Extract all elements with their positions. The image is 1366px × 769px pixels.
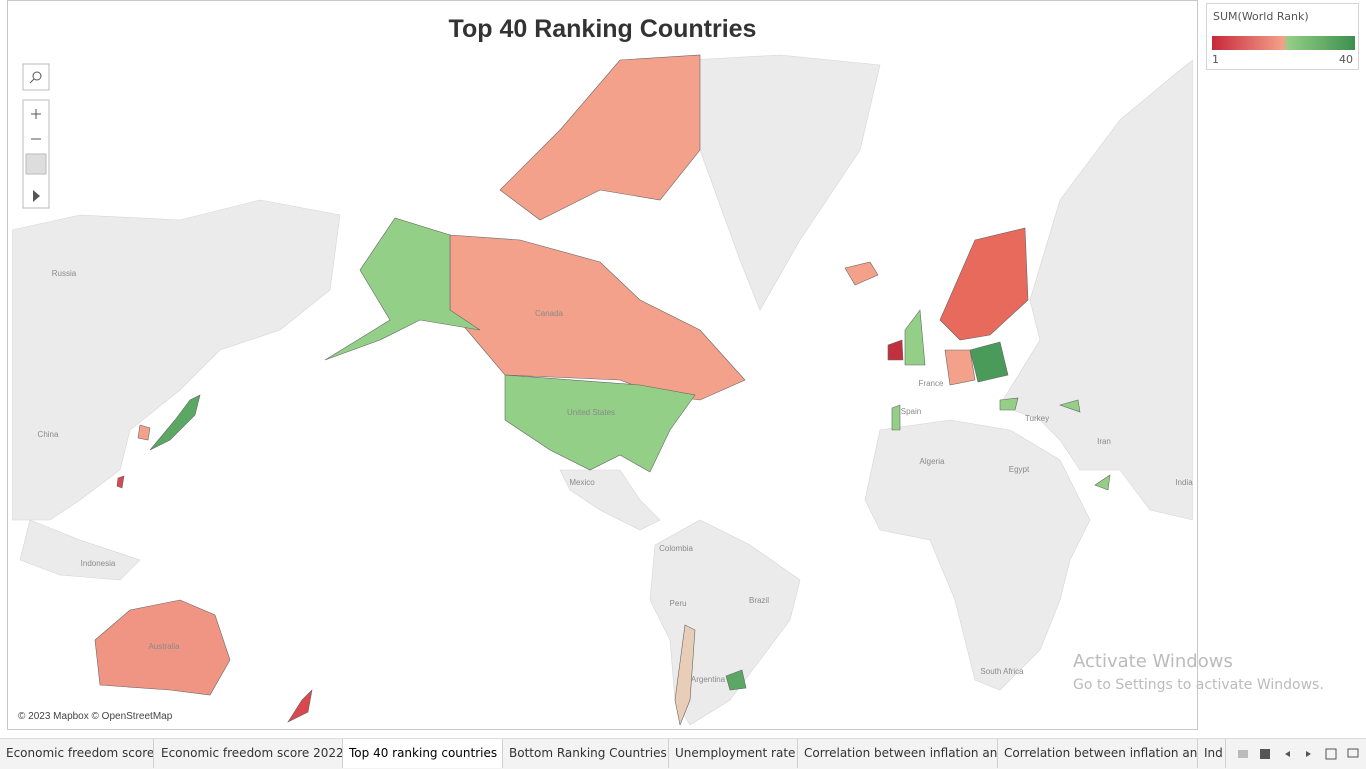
map-label: Turkey	[1025, 414, 1049, 423]
attribution: © 2023 Mapbox © OpenStreetMap	[18, 711, 173, 722]
chile[interactable]	[674, 624, 696, 725]
legend-title: SUM(World Rank)	[1213, 10, 1309, 23]
japan[interactable]	[149, 394, 201, 451]
legend-max: 40	[1339, 53, 1353, 66]
germany-poland[interactable]	[969, 341, 1009, 383]
taiwan[interactable]	[116, 475, 125, 489]
watermark-title: Activate Windows	[1073, 651, 1233, 672]
sheet-tab[interactable]: Correlation between inflation an...	[998, 739, 1198, 768]
map-label: India	[1175, 478, 1193, 487]
south-korea[interactable]	[137, 424, 151, 441]
bulgaria[interactable]	[999, 397, 1019, 411]
canada-arctic[interactable]	[499, 54, 701, 221]
map-label: China	[38, 430, 59, 439]
georgia[interactable]	[1058, 399, 1081, 413]
map-label: Indonesia	[81, 559, 116, 568]
iceland[interactable]	[844, 261, 879, 286]
expand-button[interactable]	[33, 190, 40, 202]
sheet-tabs: Economic freedom score Economic freedom …	[0, 738, 1366, 769]
alaska[interactable]	[324, 217, 481, 361]
map-labels: Russia China Indonesia Canada United Sta…	[38, 269, 1193, 684]
map-controls	[22, 63, 50, 209]
uae[interactable]	[1094, 474, 1111, 491]
map-label: Colombia	[659, 544, 693, 553]
search-button[interactable]	[22, 63, 50, 91]
tab-nav[interactable]	[1232, 747, 1362, 761]
map-label: Spain	[901, 407, 921, 416]
legend-min: 1	[1212, 53, 1219, 66]
chart-title: Top 40 Ranking Countries	[448, 15, 757, 43]
sheet-tab[interactable]: Ind	[1198, 739, 1226, 768]
ranked-countries[interactable]	[94, 54, 1111, 725]
sheet-tab[interactable]: Economic freedom score	[0, 739, 154, 768]
portugal[interactable]	[891, 404, 901, 431]
map-label: Australia	[148, 642, 180, 651]
map-label: France	[919, 379, 944, 388]
legend: SUM(World Rank) 1 40	[1206, 3, 1359, 70]
map-label: Russia	[52, 269, 77, 278]
map-label: Peru	[670, 599, 687, 608]
map-label: Iran	[1097, 437, 1111, 446]
nordics[interactable]	[939, 227, 1029, 341]
map-label: Mexico	[569, 478, 595, 487]
sheet-tab[interactable]: Bottom Ranking Countries	[503, 739, 669, 768]
australia[interactable]	[94, 599, 231, 696]
ireland[interactable]	[887, 339, 904, 361]
map-label: South Africa	[980, 667, 1024, 676]
canada[interactable]	[449, 234, 746, 401]
united-states[interactable]	[504, 374, 696, 473]
watermark-subtitle: Go to Settings to activate Windows.	[1073, 677, 1324, 693]
map-label: Algeria	[920, 457, 945, 466]
map-label: Argentina	[691, 675, 726, 684]
legend-gradient	[1212, 36, 1355, 50]
west-europe[interactable]	[944, 349, 976, 386]
sheet-tab[interactable]: Economic freedom score 2022	[155, 739, 343, 768]
map-label: Egypt	[1009, 465, 1030, 474]
united-kingdom[interactable]	[904, 309, 926, 366]
sheet-tab[interactable]: Unemployment rate	[669, 739, 798, 768]
map[interactable]: Russia China Indonesia Canada United Sta…	[12, 53, 1193, 725]
sheet-tab[interactable]: Correlation between inflation an...	[798, 739, 998, 768]
map-label: Canada	[535, 309, 564, 318]
uruguay[interactable]	[725, 669, 747, 691]
map-label: Brazil	[749, 596, 769, 605]
sheet-tab[interactable]: Top 40 ranking countries	[343, 739, 503, 768]
dashboard-panel: Top 40 Ranking Countries	[7, 0, 1198, 730]
reset-button[interactable]	[25, 153, 47, 175]
map-label: United States	[567, 408, 615, 417]
new-zealand[interactable]	[287, 689, 313, 723]
